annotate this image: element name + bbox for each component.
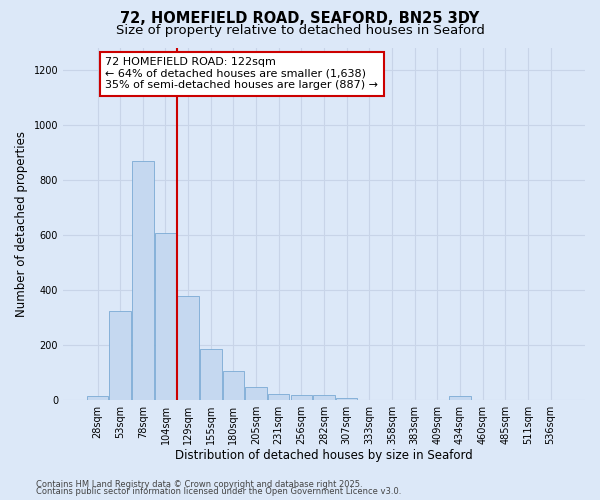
Bar: [87, 396, 108, 400]
Bar: [109, 311, 131, 400]
Text: Contains public sector information licensed under the Open Government Licence v3: Contains public sector information licen…: [36, 488, 401, 496]
Bar: [245, 387, 267, 400]
Text: Contains HM Land Registry data © Crown copyright and database right 2025.: Contains HM Land Registry data © Crown c…: [36, 480, 362, 489]
Text: Size of property relative to detached houses in Seaford: Size of property relative to detached ho…: [116, 24, 484, 37]
Bar: [178, 296, 199, 400]
Bar: [336, 398, 358, 400]
Text: 72 HOMEFIELD ROAD: 122sqm
← 64% of detached houses are smaller (1,638)
35% of se: 72 HOMEFIELD ROAD: 122sqm ← 64% of detac…: [106, 57, 379, 90]
Bar: [200, 350, 221, 400]
Bar: [268, 394, 289, 400]
Bar: [449, 396, 470, 400]
Bar: [155, 232, 176, 400]
X-axis label: Distribution of detached houses by size in Seaford: Distribution of detached houses by size …: [175, 450, 473, 462]
Bar: [313, 395, 335, 400]
Bar: [132, 161, 154, 400]
Bar: [223, 371, 244, 400]
Y-axis label: Number of detached properties: Number of detached properties: [15, 130, 28, 316]
Text: 72, HOMEFIELD ROAD, SEAFORD, BN25 3DY: 72, HOMEFIELD ROAD, SEAFORD, BN25 3DY: [121, 11, 479, 26]
Bar: [290, 395, 312, 400]
